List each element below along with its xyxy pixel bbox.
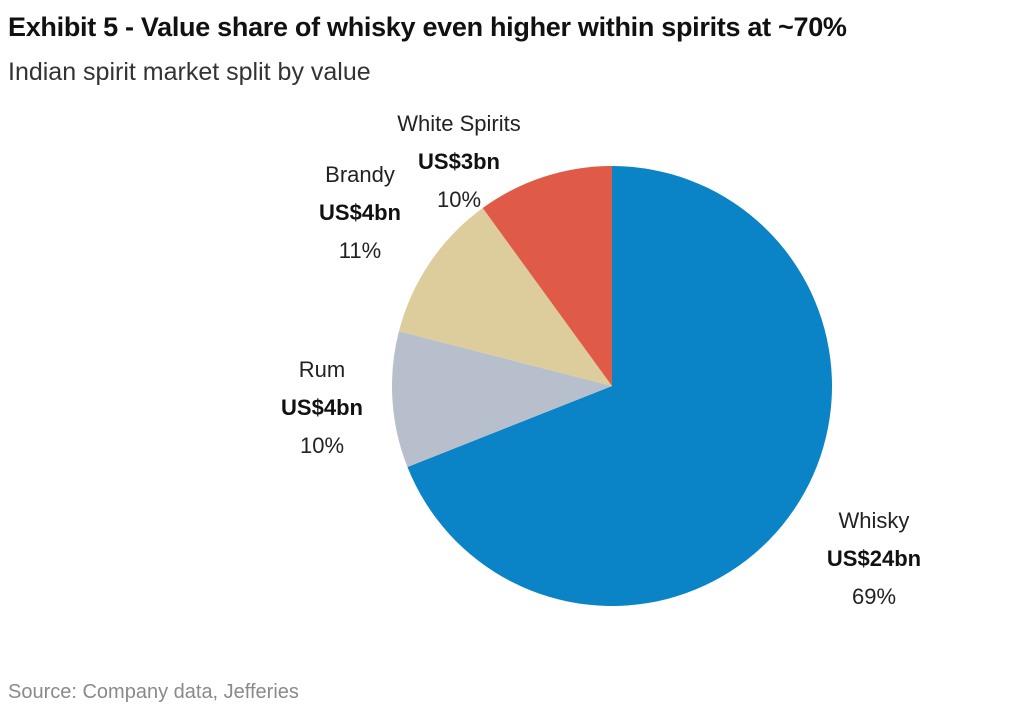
- data-label-value-white-spirits: US$3bn: [418, 149, 500, 174]
- data-label-value-brandy: US$4bn: [319, 200, 401, 225]
- data-label-value-rum: US$4bn: [281, 395, 363, 420]
- pie-slice-whisky: [407, 166, 832, 606]
- data-label-percent-whisky: 69%: [852, 584, 896, 609]
- pie-slice-white-spirits: [482, 166, 612, 386]
- chart-subtitle: Indian spirit market split by value: [8, 58, 371, 86]
- data-label-name-brandy: Brandy: [325, 162, 395, 187]
- data-label-name-whisky: Whisky: [839, 508, 910, 533]
- pie-slice-brandy: [398, 208, 612, 386]
- source-note: Source: Company data, Jefferies: [8, 681, 299, 703]
- pie-slice-rum: [392, 331, 612, 467]
- data-label-percent-rum: 10%: [300, 433, 344, 458]
- data-label-name-white-spirits: White Spirits: [397, 111, 520, 136]
- data-label-name-rum: Rum: [299, 357, 345, 382]
- data-label-percent-white-spirits: 10%: [437, 187, 481, 212]
- chart-title: Exhibit 5 - Value share of whisky even h…: [8, 12, 847, 42]
- data-label-percent-brandy: 11%: [339, 238, 381, 263]
- data-label-value-whisky: US$24bn: [827, 546, 921, 571]
